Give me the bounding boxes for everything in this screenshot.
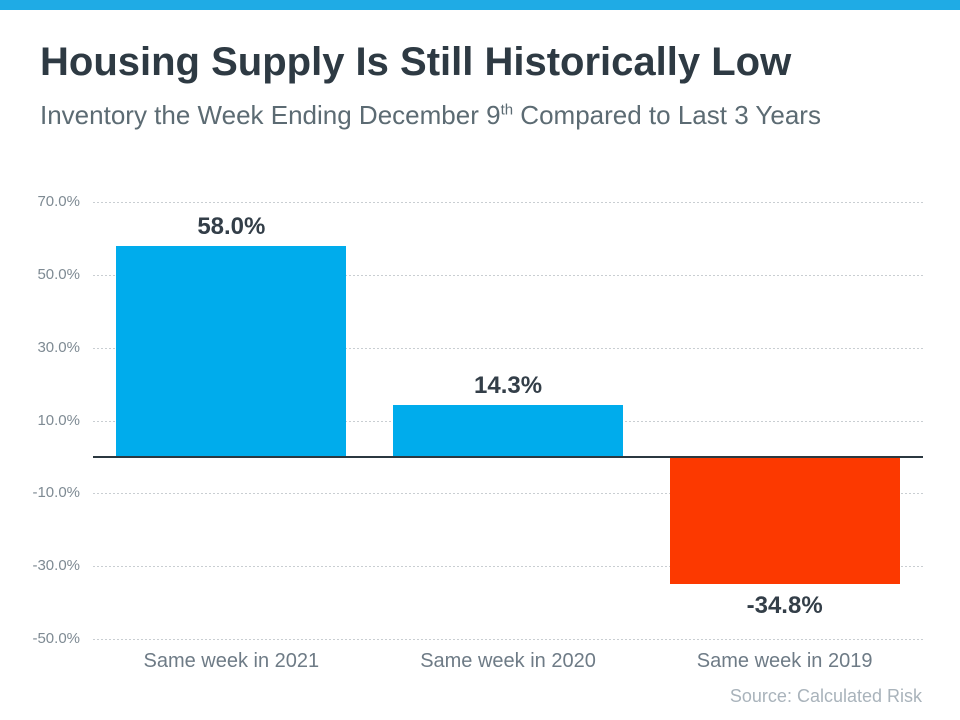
x-category-label: Same week in 2020 <box>420 650 596 672</box>
x-category-label: Same week in 2019 <box>696 650 873 672</box>
y-tick-label: 70.0% <box>37 193 80 210</box>
subtitle-text: Inventory the Week Ending December 9 <box>40 100 501 130</box>
top-accent-bar <box>0 0 960 10</box>
subtitle-text-suffix: Compared to Last 3 Years <box>513 100 821 130</box>
plot-area: 70.0% 50.0% 30.0% 10.0% -10.0% -30.0% -50.0% 58… <box>32 193 923 672</box>
y-gridline <box>93 347 923 349</box>
source-credit: Source: Calculated Risk <box>729 686 922 706</box>
y-tick-label: -50.0% <box>32 630 80 647</box>
chart-title: Housing Supply Is Still Historically Low <box>40 40 792 84</box>
y-tick-label: 30.0% <box>37 338 80 356</box>
y-gridline <box>93 493 923 495</box>
bar-value-label: 58.0% <box>197 212 266 240</box>
y-tick-label: -10.0% <box>32 484 80 502</box>
bar-1 <box>116 245 347 457</box>
bar-value-label: 14.3% <box>474 371 543 399</box>
subtitle-superscript: th <box>500 101 514 119</box>
y-tick-label: -30.0% <box>32 557 80 575</box>
y-tick-label: 10.0% <box>37 411 80 429</box>
bar-value-label: -34.8% <box>746 591 823 619</box>
bar-2 <box>393 404 623 457</box>
chart-subtitle: Inventory the Week Ending December 9th C… <box>40 100 920 131</box>
x-category-label: Same week in 2021 <box>143 650 320 672</box>
y-tick-label: 50.0% <box>37 265 80 283</box>
y-gridline <box>93 202 923 203</box>
bar-3 <box>669 456 900 584</box>
y-gridline <box>93 566 923 568</box>
y-gridline <box>93 274 923 276</box>
zero-baseline <box>93 455 923 458</box>
y-gridline <box>93 639 923 640</box>
